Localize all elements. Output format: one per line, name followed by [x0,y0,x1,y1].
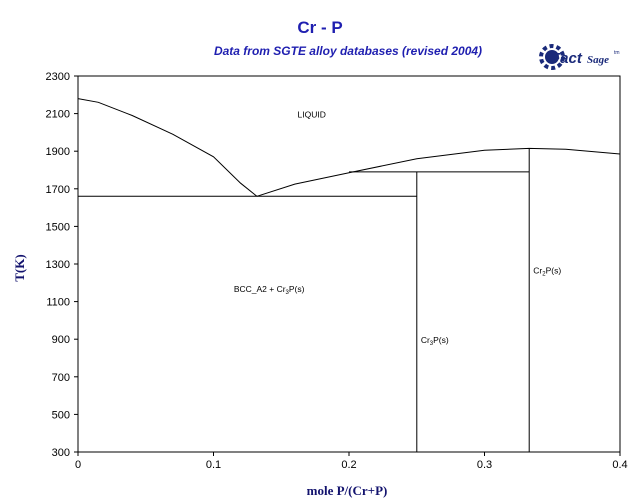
y-tick-label: 1900 [46,146,70,158]
y-tick-label: 1100 [46,297,70,309]
factsage-logo: Fact Sage tm [539,44,620,70]
logo-text-main: Fact [551,50,583,67]
logo-trademark: tm [614,50,620,56]
phase-boundary-line [77,98,258,197]
logo-gear-icon [539,44,565,70]
y-tick-label: 500 [52,409,70,421]
region-label: LIQUID [298,109,326,119]
y-tick-label: 300 [52,447,70,459]
y-tick-label: 1700 [46,184,70,196]
x-tick-label: 0.4 [612,459,627,471]
logo-text-tail: Sage [587,54,609,66]
y-tick-label: 1300 [46,259,70,271]
region-label: Cr2P(s) [533,265,561,277]
y-tick-label: 2100 [46,109,70,121]
y-axis-title: T(K) [12,254,27,281]
y-tick-label: 1500 [46,221,70,233]
y-tick-label: 900 [52,334,70,346]
phase-boundary-line [256,147,621,197]
chart-subtitle: Data from SGTE alloy databases (revised … [213,44,483,58]
y-tick-label: 2300 [46,71,70,83]
region-label: BCC_A2 + Cr3P(s) [234,284,305,296]
x-tick-label: 0.1 [206,459,221,471]
axis-ticks: 0 0.1 0.2 0.3 0.4 300 500 700 900 1100 1300 1500 170… [46,71,628,471]
phase-boundaries [77,98,621,452]
x-axis-title: mole P/(Cr+P) [307,483,388,498]
y-tick-label: 700 [52,372,70,384]
region-label: Cr3P(s) [421,335,449,347]
chart-title: Cr - P [297,18,343,37]
x-tick-label: 0.2 [341,459,356,471]
plot-frame [77,75,621,453]
region-labels: LIQUID BCC_A2 + Cr3P(s) Cr3P(s) Cr2P(s) [234,109,562,347]
x-tick-label: 0.3 [477,459,492,471]
x-tick-label: 0 [75,459,81,471]
